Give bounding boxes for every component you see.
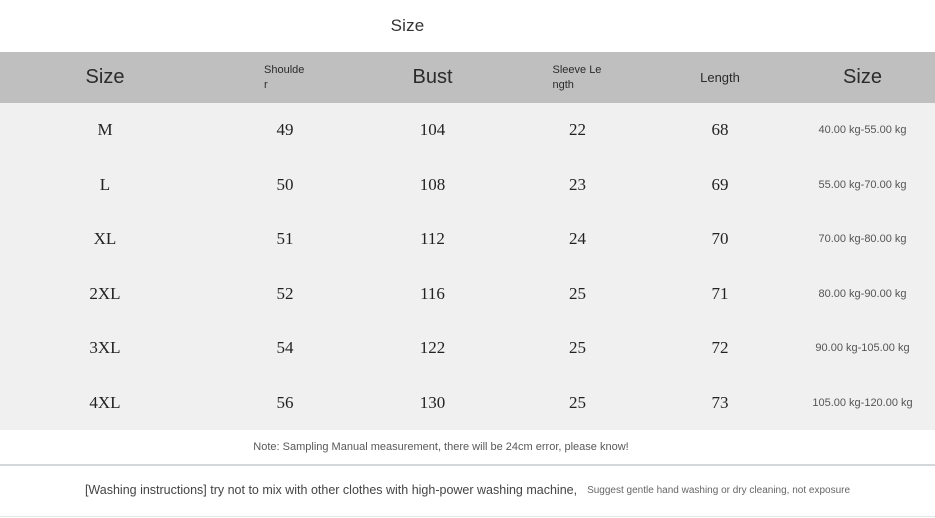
- cell-size: 3XL: [89, 338, 121, 358]
- cell-sleeve-length: 23: [569, 174, 586, 194]
- cell-weight-range: 80.00 kg-90.00 kg: [818, 287, 907, 300]
- cell-weight-range: 40.00 kg-55.00 kg: [818, 124, 907, 137]
- cell-bust: 108: [419, 174, 446, 194]
- cell-length: 69: [711, 174, 729, 194]
- washing-suggestion-text: Suggest gentle hand washing or dry clean…: [587, 484, 851, 496]
- washing-instructions-band: [Washing instructions] try not to mix wi…: [0, 466, 935, 514]
- header-cell-sleeve-length-label: Sleeve Length: [552, 64, 602, 91]
- cell-bust: 130: [419, 392, 446, 412]
- header-cell-length: Length: [700, 70, 740, 85]
- cell-bust: 116: [420, 283, 445, 303]
- cell-shoulder: 50: [276, 174, 294, 194]
- cell-weight-range: 55.00 kg-70.00 kg: [818, 178, 907, 191]
- table-header-row: Size Shoulder Bust Sleeve Length Length …: [0, 52, 935, 103]
- measurement-note-band: Note: Sampling Manual measurement, there…: [0, 430, 935, 464]
- table-row: 2XL 52 116 25 71 80.00 kg-90.00 kg: [0, 267, 935, 322]
- cell-length: 71: [711, 283, 729, 303]
- size-table-body: M 49 104 22 68 40.00 kg-55.00 kg L 50 10…: [0, 103, 935, 430]
- washing-instructions-text: [Washing instructions] try not to mix wi…: [84, 483, 578, 497]
- cell-sleeve-length: 25: [569, 392, 586, 412]
- cell-size: L: [99, 174, 111, 194]
- page-title: Size: [390, 16, 425, 35]
- cell-sleeve-length: 24: [569, 229, 586, 249]
- cell-length: 70: [711, 229, 729, 249]
- header-cell-shoulder-label: Shoulder: [264, 64, 305, 91]
- cell-bust: 112: [420, 229, 445, 249]
- header-cell-sleeve-length: Sleeve Length: [505, 63, 650, 92]
- cell-sleeve-length: 22: [569, 120, 586, 140]
- cell-shoulder: 51: [276, 229, 294, 249]
- cell-shoulder: 49: [276, 120, 294, 140]
- divider: [0, 464, 935, 466]
- title-band: Size: [0, 0, 935, 52]
- table-row: 4XL 56 130 25 73 105.00 kg-120.00 kg: [0, 376, 935, 431]
- cell-shoulder: 52: [276, 283, 294, 303]
- table-row: XL 51 112 24 70 70.00 kg-80.00 kg: [0, 212, 935, 267]
- cell-bust: 104: [419, 120, 446, 140]
- measurement-note: Note: Sampling Manual measurement, there…: [253, 441, 629, 453]
- table-row: L 50 108 23 69 55.00 kg-70.00 kg: [0, 158, 935, 213]
- cell-size: XL: [93, 229, 117, 249]
- header-cell-shoulder: Shoulder: [210, 63, 360, 92]
- header-cell-size: Size: [85, 66, 125, 88]
- header-cell-bust: Bust: [412, 66, 453, 88]
- table-row: 3XL 54 122 25 72 90.00 kg-105.00 kg: [0, 321, 935, 376]
- cell-weight-range: 105.00 kg-120.00 kg: [812, 396, 913, 409]
- cell-size: M: [97, 120, 113, 140]
- cell-length: 72: [711, 338, 729, 358]
- bottom-divider: [0, 516, 935, 517]
- header-cell-weight-size: Size: [843, 66, 882, 88]
- cell-sleeve-length: 25: [569, 338, 586, 358]
- cell-shoulder: 54: [276, 338, 294, 358]
- table-row: M 49 104 22 68 40.00 kg-55.00 kg: [0, 103, 935, 158]
- cell-sleeve-length: 25: [569, 283, 586, 303]
- cell-bust: 122: [419, 338, 446, 358]
- cell-weight-range: 90.00 kg-105.00 kg: [815, 342, 910, 355]
- cell-size: 4XL: [89, 392, 121, 412]
- cell-size: 2XL: [89, 283, 121, 303]
- cell-weight-range: 70.00 kg-80.00 kg: [818, 233, 907, 246]
- cell-length: 68: [711, 120, 729, 140]
- cell-length: 73: [711, 392, 729, 412]
- cell-shoulder: 56: [276, 392, 294, 412]
